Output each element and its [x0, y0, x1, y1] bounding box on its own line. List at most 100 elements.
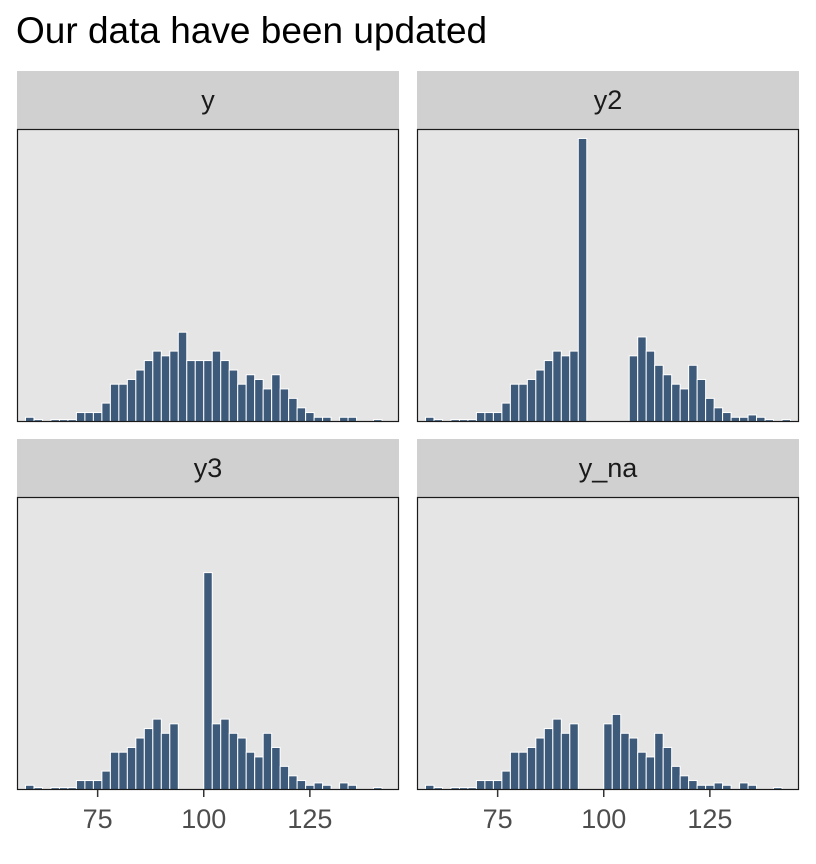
histogram-bar — [245, 374, 256, 423]
histogram-bar — [152, 718, 162, 791]
histogram-bar — [92, 780, 103, 791]
histogram-bar — [101, 402, 111, 423]
histogram-bar — [296, 407, 307, 423]
facet-strip — [417, 439, 799, 497]
x-tick-label: 100 — [581, 804, 626, 834]
histogram-bar — [688, 780, 698, 791]
x-tick-label: 75 — [483, 804, 513, 834]
histogram-bar — [611, 713, 622, 791]
histogram-bar — [535, 737, 545, 791]
histogram-bar — [160, 732, 171, 791]
histogram-bar — [492, 412, 503, 423]
histogram-bar — [126, 746, 137, 791]
histogram-bar — [203, 572, 213, 791]
panel-background — [417, 129, 799, 422]
histogram-bar — [679, 775, 690, 791]
histogram-bar — [186, 360, 196, 423]
facet-strip-label: y_na — [579, 453, 639, 483]
histogram-bar — [526, 746, 537, 791]
histogram-bar — [654, 364, 664, 423]
histogram-bar — [220, 360, 230, 423]
histogram-bar — [177, 331, 188, 423]
facet-strip — [17, 71, 399, 129]
histogram-bar — [279, 765, 290, 791]
histogram-bar — [475, 412, 486, 423]
histogram-bar — [552, 718, 562, 791]
histogram-bar — [101, 770, 111, 791]
histogram-bar — [237, 737, 247, 791]
histogram-bar — [484, 780, 494, 791]
histogram-bar — [254, 756, 264, 791]
histogram-bar — [671, 765, 681, 791]
x-tick-label: 100 — [181, 804, 226, 834]
histogram-bar — [160, 355, 171, 423]
histogram-bar — [518, 383, 528, 423]
histogram-bar — [484, 412, 494, 423]
histogram-bar — [662, 374, 673, 423]
histogram-bar — [509, 751, 520, 791]
histogram-bar — [211, 723, 222, 791]
x-tick-label: 125 — [687, 804, 732, 834]
histogram-bar — [288, 397, 298, 423]
panel-border — [16, 496, 400, 791]
facet-panel-y-na: y_na 75 100 125 — [416, 439, 800, 834]
facet-strip-label: y — [201, 85, 215, 115]
chart-title: Our data have been updated — [16, 10, 488, 51]
histogram-bar — [654, 732, 664, 791]
facet-panel-y3: y3 75 100 125 — [16, 439, 400, 834]
facet-strip-label: y2 — [594, 85, 623, 115]
histogram-bar — [220, 718, 230, 791]
histogram-bar — [628, 737, 639, 791]
histogram-bar — [254, 378, 264, 423]
histogram-bar — [271, 374, 281, 423]
histogram-bar — [501, 402, 511, 423]
histogram-bar — [543, 360, 554, 423]
histogram-bar — [501, 770, 511, 791]
histogram-bar — [688, 364, 698, 423]
facet-strip-label: y3 — [194, 453, 223, 483]
histogram-bar — [126, 378, 137, 423]
histogram-bar — [152, 350, 162, 423]
histogram-bar — [713, 407, 724, 423]
histogram-bar — [143, 728, 154, 791]
histogram-bar — [620, 732, 630, 791]
histogram-bar — [203, 360, 213, 423]
histogram-bar — [143, 360, 154, 423]
histogram-bar — [288, 775, 298, 791]
histogram-bar — [569, 350, 579, 423]
histogram-bar — [271, 746, 281, 791]
histogram-bar — [237, 383, 247, 423]
histogram-bar — [722, 412, 732, 423]
panel-border — [16, 128, 400, 423]
histogram-bar — [552, 350, 562, 423]
histogram-bar — [296, 780, 307, 791]
histogram-bar — [169, 350, 179, 423]
histogram-bar — [560, 355, 571, 423]
histogram-bar — [262, 732, 273, 791]
histogram-bar — [228, 369, 239, 423]
histogram-bar — [262, 388, 273, 423]
histogram-bar — [543, 728, 554, 791]
histogram-bar — [603, 723, 613, 791]
histogram-bar — [526, 378, 537, 423]
histogram-bar — [135, 369, 145, 423]
histogram-bar — [645, 350, 656, 423]
histogram-bar — [109, 751, 120, 791]
histogram-bar — [118, 383, 128, 423]
histogram-bar — [118, 751, 128, 791]
facet-panel-y: y — [16, 71, 400, 423]
x-tick-label: 75 — [83, 804, 113, 834]
histogram-bar — [645, 756, 656, 791]
facet-panel-y2: y2 — [416, 71, 800, 423]
panel-border — [416, 496, 800, 791]
histogram-bar — [637, 751, 647, 791]
histogram-bar — [509, 383, 520, 423]
histogram-bar — [92, 412, 103, 423]
histogram-bar — [628, 355, 639, 423]
histogram-bar — [245, 751, 256, 791]
histogram-bar — [637, 336, 647, 423]
histogram-bar — [194, 360, 205, 423]
histogram-bar — [109, 383, 120, 423]
histogram-bar — [84, 412, 94, 423]
